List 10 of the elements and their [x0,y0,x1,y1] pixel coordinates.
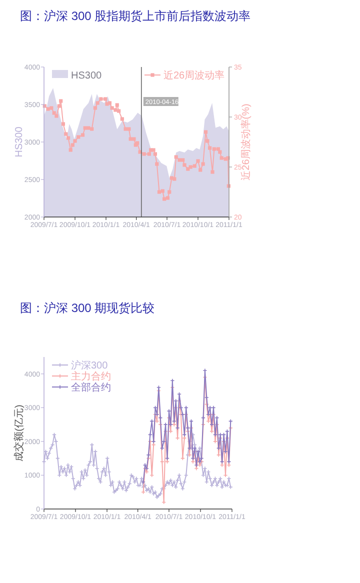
legend-label: 全部合约 [71,382,111,394]
y2-axis-title: 近26周波动率(%) [240,104,252,180]
chart-title: 图：沪深 300 股指期货上市前后指数波动率 [20,9,251,23]
y-axis-title: HS300 [14,126,25,158]
legend-label: HS300 [71,70,102,82]
legend-label: 近26周波动率 [164,70,225,82]
chart-title: 图：沪深 300 期现货比较 [20,301,155,315]
legend-label: 沪深300 [71,360,108,372]
y-axis-title: 成交额(亿元) [13,404,25,462]
legend-label: 主力合约 [71,370,111,382]
